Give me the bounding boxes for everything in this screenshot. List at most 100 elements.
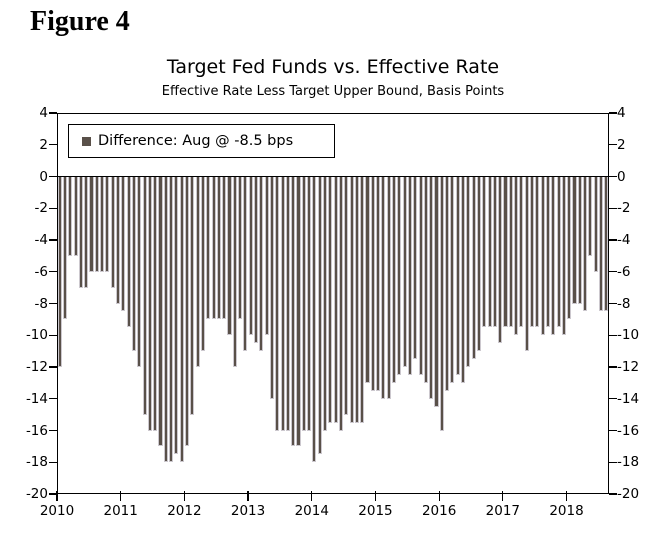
bar [174, 176, 179, 455]
bar [450, 176, 455, 383]
bar [227, 176, 232, 336]
bar [423, 176, 428, 383]
y-tick-label-left: 4 [39, 105, 48, 121]
x-tick-label: 2016 [421, 503, 457, 519]
bar [413, 176, 418, 360]
y-tick-mark-right [609, 429, 617, 432]
y-tick-label-left: -6 [34, 263, 48, 280]
bar [466, 176, 471, 367]
bar [476, 176, 481, 352]
bar [328, 176, 333, 423]
bar [514, 176, 519, 336]
bar [439, 176, 444, 431]
bar [482, 176, 487, 328]
bar [179, 176, 184, 463]
bar [503, 176, 508, 328]
bar [211, 176, 216, 320]
y-tick-mark-left [49, 366, 57, 368]
bar [147, 176, 152, 431]
y-tick-mark-right [609, 493, 617, 495]
x-tick-mark [120, 491, 122, 501]
x-tick-mark [374, 491, 377, 501]
y-tick-label-left: 2 [39, 136, 48, 153]
y-tick-label-left: -18 [25, 454, 48, 471]
bar [222, 176, 227, 320]
bar [529, 176, 535, 328]
bar [232, 176, 237, 367]
y-tick-mark-left [49, 461, 57, 463]
bar [169, 176, 174, 463]
bar [386, 176, 391, 399]
bar [370, 176, 375, 391]
bar [524, 176, 529, 352]
y-tick-label-right: -14 [617, 390, 640, 407]
bar [126, 176, 131, 328]
y-tick-mark-right [609, 239, 617, 241]
bar [142, 176, 147, 415]
bar [163, 176, 168, 463]
x-tick-mark [247, 491, 249, 501]
bar [301, 176, 306, 431]
bar [238, 176, 243, 320]
y-tick-label-left: -8 [34, 295, 48, 312]
bar [105, 176, 110, 272]
bar [540, 176, 545, 336]
bar [397, 176, 402, 375]
bar [248, 176, 253, 336]
bar [100, 176, 105, 272]
bar [338, 176, 343, 431]
y-tick-mark-right [609, 271, 617, 273]
y-tick-mark-left [49, 302, 57, 305]
bar [376, 176, 381, 391]
bar [195, 176, 200, 367]
bar [317, 176, 322, 455]
bar [360, 176, 365, 423]
bar [110, 176, 115, 288]
y-tick-mark-right [609, 461, 617, 463]
y-tick-label-right: -10 [617, 327, 640, 344]
y-tick-label-right: -18 [617, 454, 640, 471]
bar [588, 176, 593, 256]
x-tick-mark [438, 491, 440, 501]
x-tick-mark [565, 491, 568, 501]
y-tick-label-right: -6 [617, 263, 631, 280]
bar [455, 176, 460, 375]
y-tick-label-left: -12 [25, 359, 48, 375]
y-tick-label-right: -4 [617, 232, 631, 248]
bar [121, 176, 126, 312]
bar [62, 176, 67, 320]
y-tick-label-right: 2 [617, 136, 626, 153]
bar [418, 176, 423, 375]
figure-label: Figure 4 [30, 6, 130, 37]
bar [598, 176, 604, 312]
bar [291, 176, 296, 447]
bar [381, 176, 386, 399]
x-tick-label: 2011 [103, 503, 138, 519]
chart-title: Target Fed Funds vs. Effective Rate [166, 56, 500, 78]
bar [322, 176, 328, 431]
x-tick-label: 2010 [39, 503, 75, 519]
x-tick-label: 2012 [167, 503, 202, 519]
bar [572, 176, 577, 304]
bar [94, 176, 99, 272]
y-tick-mark-left [49, 144, 57, 146]
y-tick-label-left: -16 [25, 422, 48, 439]
bar [115, 176, 121, 304]
bar [216, 176, 221, 320]
y-tick-mark-left [49, 334, 57, 336]
y-tick-mark-right [609, 302, 617, 305]
bar [153, 176, 158, 431]
bar [561, 176, 566, 336]
y-tick-label-left: -14 [25, 390, 48, 407]
x-tick-label: 2015 [358, 503, 393, 519]
x-tick-label: 2014 [294, 503, 329, 519]
bar [190, 176, 195, 415]
y-tick-label-right: -2 [617, 200, 631, 217]
bar [333, 176, 338, 423]
y-tick-mark-right [609, 144, 617, 146]
x-tick-mark [183, 491, 185, 501]
bar [280, 176, 285, 431]
bar [434, 176, 439, 407]
y-tick-mark-right [609, 207, 617, 209]
